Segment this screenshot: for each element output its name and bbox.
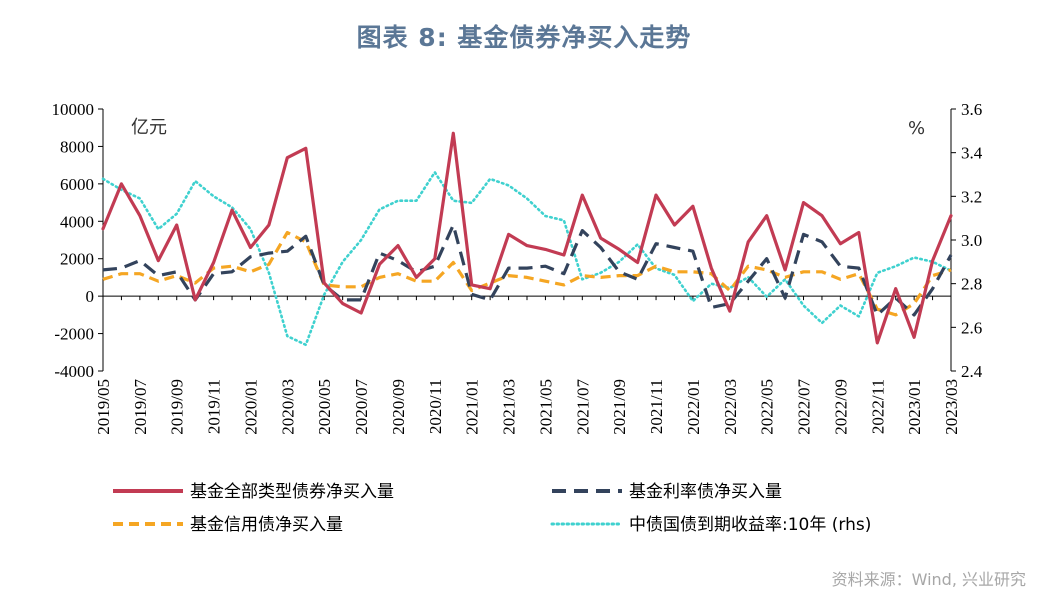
left-tick-label: -2000: [54, 325, 94, 344]
x-tick-label: 2022/09: [831, 379, 850, 435]
x-tick-label: 2019/11: [205, 379, 224, 434]
x-tick-label: 2020/11: [426, 379, 445, 434]
series-line-rate: [102, 223, 953, 317]
right-unit-label: %: [908, 118, 925, 139]
x-tick-label: 2021/05: [536, 379, 555, 435]
x-tick-label: 2022/01: [684, 379, 703, 435]
legend: 基金全部类型债券净买入量 基金利率债净买入量 基金信用债净买入量 中债国债到期收…: [113, 482, 871, 535]
x-tick-label: 2021/01: [463, 379, 482, 435]
right-tick-label: 2.8: [961, 275, 982, 294]
axes-layer: 10000 8000 6000 4000 2000 0 -2000 -4000 3.6 3.4 3.…: [52, 100, 983, 435]
right-tick-label: 2.6: [961, 318, 982, 337]
right-tick-label: 2.4: [961, 362, 983, 381]
x-tick-label: 2020/05: [315, 379, 334, 435]
right-tick-label: 3.0: [961, 231, 982, 250]
left-tick-label: -4000: [54, 362, 94, 381]
left-unit-label: 亿元: [131, 117, 167, 138]
legend-label-rate: 基金利率债净买入量: [629, 482, 782, 502]
x-tick-label: 2020/07: [352, 379, 371, 435]
x-tick-label: 2021/09: [610, 379, 629, 435]
series-layer: [101, 131, 953, 347]
x-tick-label: 2019/09: [168, 379, 187, 435]
x-tick-label: 2021/07: [573, 379, 592, 435]
chart-title: 图表 8: 基金债券净买入走势: [356, 23, 692, 52]
x-tick-label: 2022/03: [721, 379, 740, 435]
left-tick-label: 2000: [60, 250, 94, 269]
legend-label-yield: 中债国债到期收益率:10年 (rhs): [629, 515, 871, 535]
right-tick-label: 3.4: [961, 144, 983, 163]
left-tick-label: 4000: [60, 212, 94, 231]
series-line-credit: [102, 230, 952, 317]
left-tick-label: 8000: [60, 137, 94, 156]
x-tick-label: 2019/05: [94, 379, 113, 435]
right-tick-label: 3.2: [961, 187, 982, 206]
x-tick-label: 2023/03: [942, 379, 961, 435]
right-tick-label: 3.6: [961, 100, 982, 119]
series-line-yield: [101, 171, 953, 347]
x-tick-label: 2020/09: [389, 379, 408, 435]
x-tick-label: 2019/07: [131, 379, 150, 435]
x-tick-label: 2022/05: [758, 379, 777, 435]
left-tick-label: 10000: [52, 100, 95, 119]
x-tick-label: 2022/11: [868, 379, 887, 434]
left-tick-label: 0: [86, 287, 95, 306]
left-tick-label: 6000: [60, 175, 94, 194]
x-tick-label: 2023/01: [905, 379, 924, 435]
x-tick-label: 2020/03: [278, 379, 297, 435]
x-tick-label: 2020/01: [241, 379, 260, 435]
legend-label-credit: 基金信用债净买入量: [190, 515, 343, 535]
x-tick-label: 2021/11: [647, 379, 666, 434]
x-tick-label: 2022/07: [795, 379, 814, 435]
legend-label-total: 基金全部类型债券净买入量: [190, 482, 394, 502]
x-tick-label: 2021/03: [500, 379, 519, 435]
series-line-total: [101, 131, 953, 345]
source-note: 资料来源：Wind, 兴业研究: [831, 570, 1026, 589]
